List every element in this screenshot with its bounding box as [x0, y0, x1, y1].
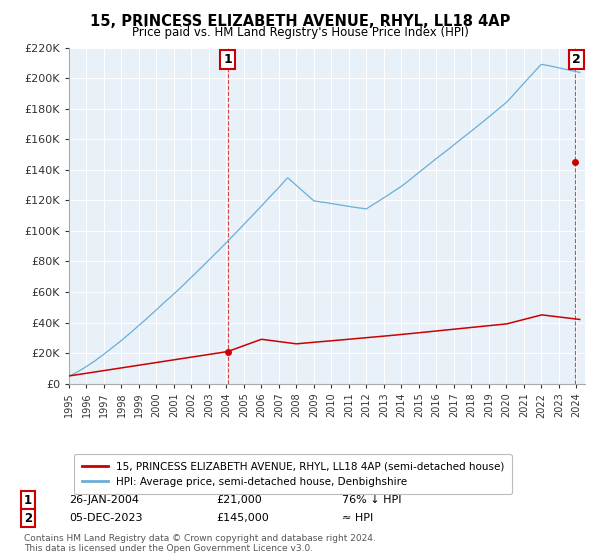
- Text: 2: 2: [572, 53, 581, 66]
- Text: 05-DEC-2023: 05-DEC-2023: [69, 513, 143, 523]
- Text: Price paid vs. HM Land Registry's House Price Index (HPI): Price paid vs. HM Land Registry's House …: [131, 26, 469, 39]
- Text: 1: 1: [24, 493, 32, 507]
- Text: £21,000: £21,000: [216, 495, 262, 505]
- Text: ≈ HPI: ≈ HPI: [342, 513, 373, 523]
- Text: 76% ↓ HPI: 76% ↓ HPI: [342, 495, 401, 505]
- Text: 2: 2: [24, 511, 32, 525]
- Legend: 15, PRINCESS ELIZABETH AVENUE, RHYL, LL18 4AP (semi-detached house), HPI: Averag: 15, PRINCESS ELIZABETH AVENUE, RHYL, LL1…: [74, 454, 512, 494]
- Text: £145,000: £145,000: [216, 513, 269, 523]
- Text: 26-JAN-2004: 26-JAN-2004: [69, 495, 139, 505]
- Text: 15, PRINCESS ELIZABETH AVENUE, RHYL, LL18 4AP: 15, PRINCESS ELIZABETH AVENUE, RHYL, LL1…: [90, 14, 510, 29]
- Text: Contains HM Land Registry data © Crown copyright and database right 2024.
This d: Contains HM Land Registry data © Crown c…: [24, 534, 376, 553]
- Text: 1: 1: [223, 53, 232, 66]
